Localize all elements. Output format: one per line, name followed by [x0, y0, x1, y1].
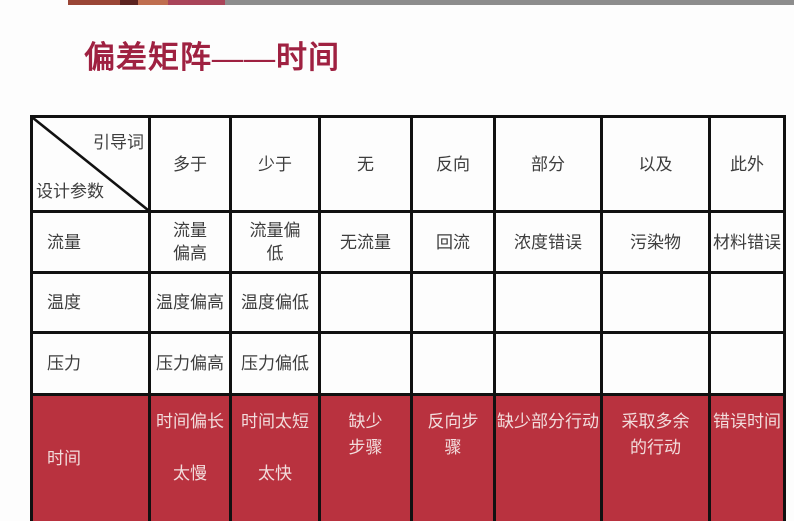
deviation-matrix-table: 引导词 设计参数 多于 少于 无 反向 部分 以及 此外 流量 流量 偏高 流量… — [30, 115, 786, 521]
col-header-less: 少于 — [229, 115, 321, 213]
matrix-cell: 流量 偏高 — [148, 210, 232, 274]
matrix-cell: 污染物 — [600, 210, 711, 274]
matrix-cell — [493, 271, 603, 334]
row-pressure: 压力 压力偏高 压力偏低 — [30, 331, 786, 396]
row-flow: 流量 流量 偏高 流量偏 低 无流量 回流 浓度错误 污染物 材料错误 — [30, 210, 786, 274]
matrix-cell — [318, 331, 413, 396]
col-header-partial: 部分 — [493, 115, 603, 213]
col-header-reverse: 反向 — [410, 115, 496, 213]
matrix-cell: 时间偏长 太慢 — [148, 393, 232, 521]
accent-strip-segment — [120, 0, 138, 5]
row-temperature: 温度 温度偏高 温度偏低 — [30, 271, 786, 334]
matrix-cell: 温度偏低 — [229, 271, 321, 334]
guide-word-axis-label: 引导词 — [93, 133, 144, 152]
design-param-axis-label: 设计参数 — [36, 182, 104, 201]
accent-strip-segment — [68, 0, 120, 5]
top-accent-strip — [0, 0, 794, 5]
matrix-cell: 温度偏高 — [148, 271, 232, 334]
col-header-aswellas: 以及 — [600, 115, 711, 213]
row-param-label: 时间 — [30, 393, 151, 521]
corner-header-cell: 引导词 设计参数 — [30, 115, 151, 213]
matrix-cell: 压力偏高 — [148, 331, 232, 396]
accent-strip-segment — [225, 0, 794, 5]
matrix-cell: 缺少部分行动 — [493, 393, 603, 521]
matrix-cell: 压力偏低 — [229, 331, 321, 396]
matrix-cell — [318, 271, 413, 334]
matrix-cell — [708, 271, 786, 334]
header-row: 引导词 设计参数 多于 少于 无 反向 部分 以及 此外 — [30, 115, 786, 213]
matrix-cell: 缺少 步骤 — [318, 393, 413, 521]
accent-strip-segment — [138, 0, 168, 5]
col-header-none: 无 — [318, 115, 413, 213]
row-time-highlighted: 时间 时间偏长 太慢 时间太短 太快 缺少 步骤 反向步 骤 缺少部分行动 采取… — [30, 393, 786, 521]
matrix-cell — [410, 331, 496, 396]
accent-strip-segment — [168, 0, 225, 5]
row-param-label: 流量 — [30, 210, 151, 274]
matrix-cell — [600, 331, 711, 396]
matrix-cell — [493, 331, 603, 396]
col-header-otherthan: 此外 — [708, 115, 786, 213]
page-title: 偏差矩阵——时间 — [84, 40, 340, 75]
matrix-cell: 回流 — [410, 210, 496, 274]
matrix-cell — [600, 271, 711, 334]
matrix-cell: 材料错误 — [708, 210, 786, 274]
row-param-label: 温度 — [30, 271, 151, 334]
matrix-cell: 流量偏 低 — [229, 210, 321, 274]
matrix-cell — [708, 331, 786, 396]
matrix-cell: 浓度错误 — [493, 210, 603, 274]
matrix-cell: 无流量 — [318, 210, 413, 274]
matrix-cell: 错误时间 — [708, 393, 786, 521]
matrix-cell: 时间太短 太快 — [229, 393, 321, 521]
matrix-cell: 采取多余 的行动 — [600, 393, 711, 521]
matrix-cell — [410, 271, 496, 334]
diagonal-divider-line — [33, 118, 148, 210]
matrix-cell: 反向步 骤 — [410, 393, 496, 521]
col-header-more: 多于 — [148, 115, 232, 213]
row-param-label: 压力 — [30, 331, 151, 396]
